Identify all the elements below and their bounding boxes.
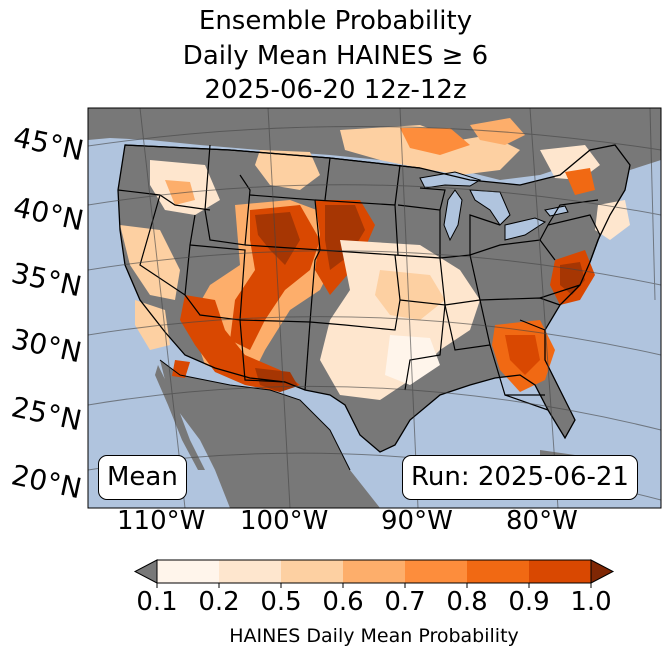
us-outline bbox=[117, 144, 631, 453]
lon-label-100w: 100°W bbox=[240, 506, 329, 536]
colorbar-segment bbox=[467, 560, 529, 583]
lon-label-80w: 80°W bbox=[506, 506, 578, 536]
colorbar-frame bbox=[156, 559, 592, 584]
mean-label: Mean bbox=[98, 455, 187, 500]
title-line-2: Daily Mean HAINES ≥ 6 bbox=[182, 41, 489, 71]
state-borders bbox=[117, 144, 601, 411]
colorbar-tick: 0.9 bbox=[508, 587, 550, 617]
colorbar-segment bbox=[343, 560, 405, 583]
colorbar-tick: 0.7 bbox=[384, 587, 426, 617]
run-date-label: Run: 2025-06-21 bbox=[402, 455, 638, 500]
colorbar-segment bbox=[529, 560, 591, 583]
lon-label-110w: 110°W bbox=[117, 506, 206, 536]
probability-patches bbox=[120, 118, 630, 400]
colorbar-over-extension bbox=[590, 559, 615, 584]
great-lakes bbox=[419, 171, 569, 242]
colorbar-tick: 0.8 bbox=[446, 587, 488, 617]
baja-land bbox=[155, 365, 205, 470]
colorbar-segment bbox=[281, 560, 343, 583]
title-line-1: Ensemble Probability bbox=[198, 6, 473, 36]
colorbar-tick: 1.0 bbox=[570, 587, 612, 617]
colorbar-under-extension bbox=[133, 559, 158, 584]
mexico-land bbox=[160, 360, 380, 508]
colorbar-segment bbox=[219, 560, 281, 583]
colorbar-tick: 0.2 bbox=[198, 587, 240, 617]
colorbar-tick: 0.1 bbox=[136, 587, 178, 617]
colorbar-segment bbox=[157, 560, 219, 583]
colorbar-segment bbox=[405, 560, 467, 583]
mexico-outline bbox=[159, 359, 351, 471]
title-line-3: 2025-06-20 12z-12z bbox=[204, 75, 467, 105]
lon-label-90w: 90°W bbox=[381, 506, 453, 536]
map-frame bbox=[87, 107, 662, 509]
colorbar-tick: 0.6 bbox=[322, 587, 364, 617]
colorbar-label: HAINES Daily Mean Probability bbox=[229, 625, 519, 647]
colorbar-tick: 0.5 bbox=[260, 587, 302, 617]
